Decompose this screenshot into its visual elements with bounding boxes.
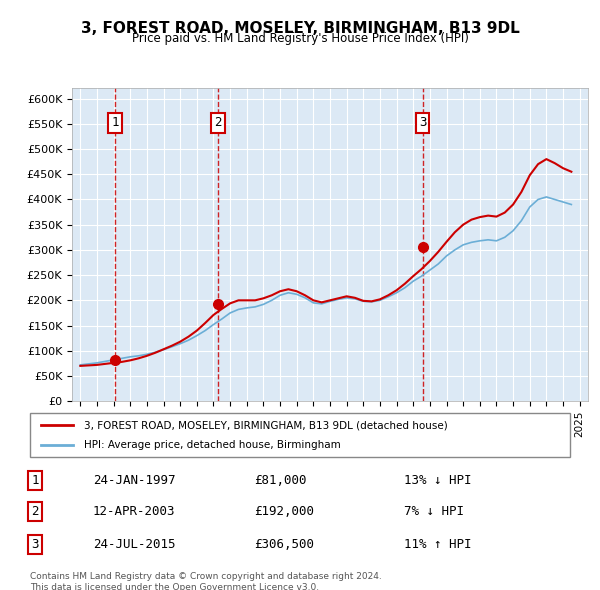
Text: Price paid vs. HM Land Registry's House Price Index (HPI): Price paid vs. HM Land Registry's House … bbox=[131, 32, 469, 45]
Text: Contains HM Land Registry data © Crown copyright and database right 2024.
This d: Contains HM Land Registry data © Crown c… bbox=[30, 572, 382, 590]
Text: £81,000: £81,000 bbox=[254, 474, 307, 487]
Text: 2: 2 bbox=[214, 116, 222, 129]
Text: 2: 2 bbox=[31, 505, 39, 519]
Text: 3, FOREST ROAD, MOSELEY, BIRMINGHAM, B13 9DL (detached house): 3, FOREST ROAD, MOSELEY, BIRMINGHAM, B13… bbox=[84, 421, 448, 430]
Text: 12-APR-2003: 12-APR-2003 bbox=[92, 505, 175, 519]
Text: £192,000: £192,000 bbox=[254, 505, 314, 519]
Text: £306,500: £306,500 bbox=[254, 538, 314, 552]
Text: 3: 3 bbox=[419, 116, 426, 129]
Text: 3, FOREST ROAD, MOSELEY, BIRMINGHAM, B13 9DL: 3, FOREST ROAD, MOSELEY, BIRMINGHAM, B13… bbox=[80, 21, 520, 35]
Text: 7% ↓ HPI: 7% ↓ HPI bbox=[404, 505, 464, 519]
FancyBboxPatch shape bbox=[30, 413, 570, 457]
Text: 24-JAN-1997: 24-JAN-1997 bbox=[92, 474, 175, 487]
Text: 13% ↓ HPI: 13% ↓ HPI bbox=[404, 474, 471, 487]
Text: 3: 3 bbox=[31, 538, 39, 552]
Text: 24-JUL-2015: 24-JUL-2015 bbox=[92, 538, 175, 552]
Text: HPI: Average price, detached house, Birmingham: HPI: Average price, detached house, Birm… bbox=[84, 440, 341, 450]
Text: 1: 1 bbox=[111, 116, 119, 129]
Text: 1: 1 bbox=[31, 474, 39, 487]
Text: 11% ↑ HPI: 11% ↑ HPI bbox=[404, 538, 471, 552]
